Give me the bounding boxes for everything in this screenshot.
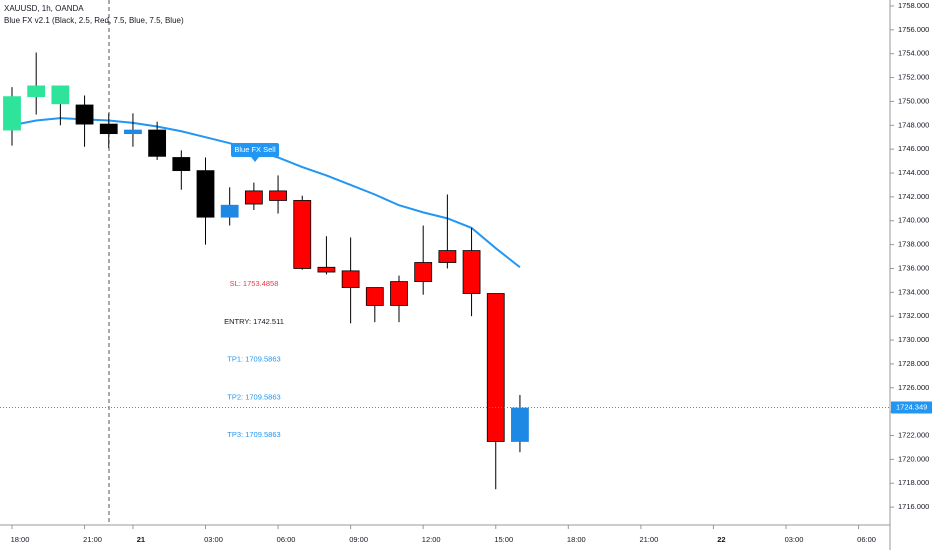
candle-body — [462, 250, 481, 294]
candle-body — [486, 293, 505, 442]
candle-body — [172, 157, 191, 172]
x-tick-label: 12:00 — [422, 535, 441, 544]
signal-box — [231, 143, 279, 157]
last-price-box — [891, 401, 932, 414]
y-tick-label: 1754.000 — [898, 49, 929, 58]
y-tick-label: 1744.000 — [898, 168, 929, 177]
y-tick-label: 1758.000 — [898, 1, 929, 10]
y-tick-label: 1730.000 — [898, 335, 929, 344]
candle-body — [511, 407, 529, 442]
candle-body — [317, 266, 336, 273]
x-tick-label: 21:00 — [83, 535, 102, 544]
x-tick-label: 21 — [137, 535, 145, 544]
candle-body — [51, 85, 70, 105]
y-tick-label: 1716.000 — [898, 502, 929, 511]
level-label: TP3: 1709.5863 — [227, 430, 280, 439]
candle-body — [99, 123, 118, 135]
y-tick-label: 1738.000 — [898, 240, 929, 249]
x-tick-label: 06:00 — [857, 535, 876, 544]
x-tick-label: 21:00 — [639, 535, 658, 544]
x-tick-label: 18:00 — [567, 535, 586, 544]
x-tick-label: 22 — [717, 535, 725, 544]
x-tick-label: 15:00 — [494, 535, 513, 544]
y-tick-label: 1734.000 — [898, 287, 929, 296]
y-tick-label: 1752.000 — [898, 73, 929, 82]
y-tick-label: 1718.000 — [898, 478, 929, 487]
candle-body — [27, 85, 46, 98]
last-price-label: 1724.349 — [896, 402, 927, 411]
candle-body — [244, 190, 263, 205]
signal-label: Blue FX Sell — [234, 145, 276, 154]
y-tick-label: 1746.000 — [898, 144, 929, 153]
indicator-title: Blue FX v2.1 (Black, 2.5, Red, 7.5, Blue… — [4, 16, 184, 25]
candle-body — [148, 129, 167, 157]
level-label: SL: 1753.4858 — [230, 279, 279, 288]
y-tick-label: 1748.000 — [898, 120, 929, 129]
x-tick-label: 06:00 — [277, 535, 296, 544]
candle-body — [438, 250, 457, 263]
x-tick-label: 09:00 — [349, 535, 368, 544]
y-tick-label: 1728.000 — [898, 359, 929, 368]
candle-body — [341, 270, 360, 288]
x-tick-label: 03:00 — [204, 535, 223, 544]
y-tick-label: 1720.000 — [898, 454, 929, 463]
chart-title: XAUUSD, 1h, OANDA — [4, 4, 84, 13]
candle-body — [365, 287, 384, 306]
y-tick-label: 1750.000 — [898, 96, 929, 105]
candle-body — [390, 281, 408, 306]
y-tick-label: 1722.000 — [898, 430, 929, 439]
y-tick-label: 1756.000 — [898, 25, 929, 34]
level-label: ENTRY: 1742.511 — [224, 317, 284, 326]
level-label: TP1: 1709.5863 — [227, 355, 280, 364]
candle-body — [196, 170, 215, 218]
candle-body — [293, 200, 312, 269]
y-tick-label: 1732.000 — [898, 311, 929, 320]
y-tick-label: 1742.000 — [898, 192, 929, 201]
candle-body — [269, 190, 287, 201]
candle-body — [124, 129, 142, 135]
signal-pointer — [251, 157, 259, 162]
candle-body — [414, 262, 433, 282]
x-tick-label: 03:00 — [785, 535, 804, 544]
candle-body — [220, 204, 239, 218]
y-tick-label: 1726.000 — [898, 383, 929, 392]
candle-body — [3, 96, 21, 131]
level-label: TP2: 1709.5863 — [227, 392, 280, 401]
x-tick-label: 18:00 — [11, 535, 30, 544]
candle-body — [75, 104, 94, 125]
y-tick-label: 1736.000 — [898, 263, 929, 272]
y-tick-label: 1740.000 — [898, 216, 929, 225]
